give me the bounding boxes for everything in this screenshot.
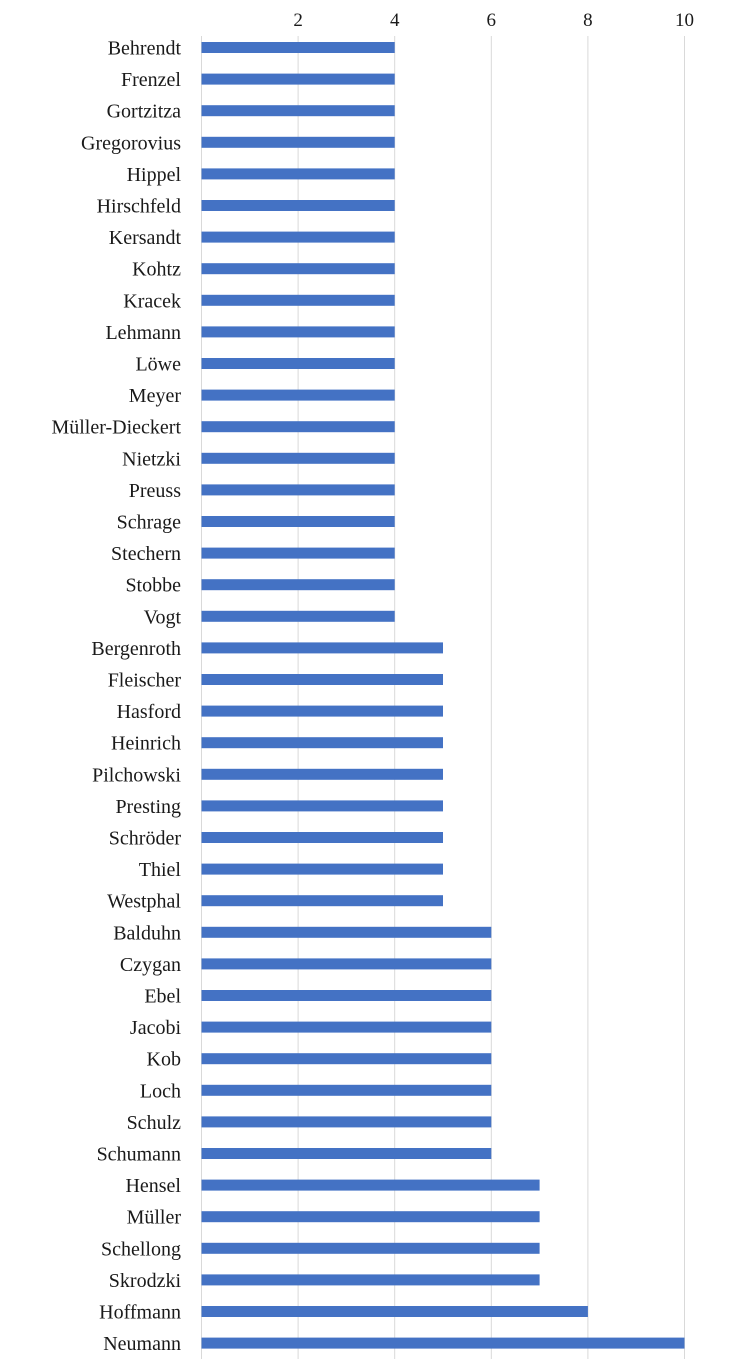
- category-label: Löwe: [135, 354, 181, 376]
- bar: [201, 1274, 540, 1286]
- category-label: Westphal: [107, 891, 181, 913]
- gridlines: [201, 36, 685, 1359]
- category-label: Lehmann: [105, 322, 181, 344]
- category-labels: Behrendt Frenzel Gortzitza Gregorovius Hippe…: [51, 38, 181, 1356]
- x-tick-label: 6: [487, 10, 497, 31]
- category-label: Pilchowski: [92, 764, 181, 786]
- category-label: Behrendt: [108, 38, 182, 60]
- category-label: Schumann: [97, 1144, 181, 1166]
- category-label: Neumann: [103, 1333, 181, 1355]
- category-label: Nietzki: [122, 448, 181, 470]
- category-label: Frenzel: [121, 69, 181, 91]
- category-label: Gortzitza: [107, 101, 182, 123]
- bar: [201, 800, 443, 812]
- bar: [201, 895, 443, 907]
- category-label: Müller-Dieckert: [51, 417, 181, 439]
- bar: [201, 610, 395, 622]
- category-label: Schröder: [109, 828, 182, 850]
- category-label: Skrodzki: [109, 1270, 182, 1292]
- bar: [201, 1179, 540, 1191]
- bar: [201, 642, 443, 654]
- bar: [201, 452, 395, 464]
- category-label: Stobbe: [125, 575, 181, 597]
- bar: [201, 1084, 492, 1096]
- bar: [201, 1242, 540, 1254]
- category-label: Presting: [115, 796, 181, 818]
- category-label: Stechern: [111, 543, 181, 565]
- category-label: Bergenroth: [91, 638, 181, 660]
- x-tick-label: 4: [390, 10, 400, 31]
- category-label: Vogt: [144, 606, 182, 628]
- bar: [201, 294, 395, 306]
- category-label: Hoffmann: [99, 1302, 181, 1324]
- category-label: Czygan: [120, 954, 181, 976]
- category-label: Kersandt: [109, 227, 182, 249]
- bar: [201, 1337, 685, 1349]
- category-label: Schellong: [101, 1238, 181, 1260]
- bar: [201, 358, 395, 369]
- bar: [201, 389, 395, 401]
- bar: [201, 958, 492, 970]
- x-tick-label: 2: [293, 10, 303, 31]
- category-label: Jacobi: [130, 1017, 182, 1039]
- category-label: Gregorovius: [81, 132, 181, 154]
- x-axis-ticks: 2 4 6 8 10: [293, 10, 694, 31]
- bar: [201, 105, 395, 117]
- bar: [201, 1211, 540, 1223]
- bar: [201, 326, 395, 338]
- bar: [201, 737, 443, 749]
- bar: [201, 136, 395, 148]
- bar: [201, 1306, 588, 1317]
- category-label: Hippel: [127, 164, 182, 186]
- category-label: Hensel: [125, 1175, 181, 1197]
- category-label: Schrage: [117, 512, 182, 534]
- bar: [201, 1116, 492, 1128]
- bar: [201, 926, 492, 938]
- category-label: Ebel: [144, 986, 181, 1008]
- bar: [201, 579, 395, 591]
- bar: [201, 705, 443, 717]
- bar: [201, 1021, 492, 1033]
- bar: [201, 990, 492, 1001]
- bar: [201, 168, 395, 180]
- category-label: Preuss: [129, 480, 181, 502]
- category-label: Schulz: [127, 1112, 182, 1134]
- category-label: Fleischer: [108, 670, 182, 692]
- bar: [201, 231, 395, 243]
- bar: [201, 547, 395, 559]
- bar: [201, 42, 395, 53]
- bar: [201, 832, 443, 843]
- bar: [201, 516, 395, 527]
- bar: [201, 863, 443, 875]
- bar: [201, 768, 443, 780]
- bar: [201, 1148, 492, 1159]
- x-tick-label: 8: [583, 10, 593, 31]
- bar: [201, 674, 443, 685]
- bar: [201, 263, 395, 275]
- category-label: Loch: [140, 1080, 181, 1102]
- bar: [201, 200, 395, 211]
- category-label: Müller: [127, 1207, 182, 1229]
- category-label: Kob: [147, 1049, 181, 1071]
- bar: [201, 1053, 492, 1065]
- category-label: Kohtz: [132, 259, 181, 281]
- category-label: Hirschfeld: [97, 196, 181, 218]
- category-label: Heinrich: [111, 733, 181, 755]
- bars: [201, 42, 685, 1349]
- category-label: Balduhn: [113, 922, 181, 944]
- bar: [201, 421, 395, 433]
- category-label: Kracek: [123, 290, 181, 312]
- category-label: Hasford: [117, 701, 181, 723]
- category-label: Thiel: [139, 859, 182, 881]
- bar: [201, 73, 395, 85]
- bar: [201, 484, 395, 496]
- category-label: Meyer: [129, 385, 182, 407]
- x-tick-label: 10: [675, 10, 694, 31]
